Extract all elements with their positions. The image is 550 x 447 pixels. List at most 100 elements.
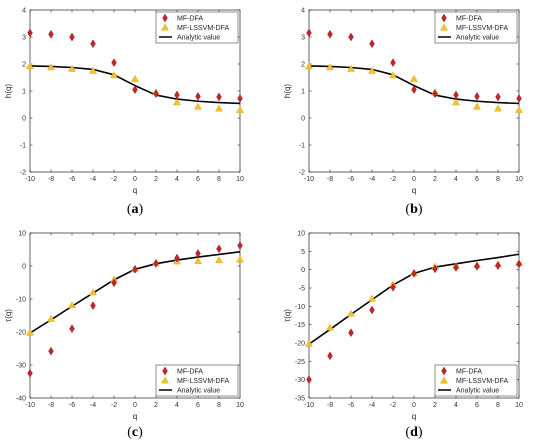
mf-dfa-point (216, 92, 222, 102)
mf-dfa-point (411, 268, 417, 278)
mf-dfa-point (495, 92, 501, 102)
legend: MF-DFA MF-LSSVM-DFA Analytic value (434, 11, 518, 44)
mf-dfa-point (306, 28, 312, 38)
y-tick-label: 5 (301, 249, 305, 256)
legend-marker-diamond (162, 13, 168, 23)
mf-lssvm-dfa-point (68, 301, 76, 309)
mf-dfa-point (69, 32, 75, 42)
mf-lssvm-dfa-point (368, 294, 376, 302)
x-tick-label: 4 (454, 402, 458, 409)
x-tick-label: -6 (69, 176, 75, 183)
mf-lssvm-dfa-point (389, 71, 397, 79)
chart-panel: -10 -8 -6 -4 -2 0 2 4 6 8 10-40-30-20-10010qτ(q)MF… (4, 231, 244, 441)
x-tick-label: 10 (515, 176, 523, 183)
y-tick-label: 0 (301, 116, 305, 123)
mf-lssvm-dfa-point (368, 66, 376, 74)
mf-dfa-point (432, 264, 438, 274)
x-tick-label: 6 (196, 176, 200, 183)
y-tick-label: -2 (20, 170, 26, 177)
x-tick-label: -8 (327, 402, 333, 409)
legend-label: Analytic value (177, 35, 220, 42)
mf-lssvm-dfa-point (347, 309, 355, 317)
mf-dfa-point (495, 261, 501, 271)
y-tick-label: 2 (301, 62, 305, 69)
mf-lssvm-dfa-point (194, 257, 202, 264)
mf-dfa-point (390, 58, 396, 68)
legend-marker-triangle (161, 23, 169, 31)
y-axis-label: τ(q) (283, 309, 292, 322)
mf-dfa-point (432, 89, 438, 99)
legend-label: MF-LSSVM-DFA (177, 378, 229, 385)
y-tick-label: -1 (299, 143, 305, 150)
mf-dfa-point (516, 259, 522, 269)
mf-lssvm-dfa-point (347, 64, 355, 72)
legend-marker-triangle (440, 23, 448, 31)
mf-dfa-point (69, 324, 75, 334)
x-tick-label: 8 (496, 176, 500, 183)
x-tick-label: -6 (348, 402, 354, 409)
mf-lssvm-dfa-point (452, 98, 460, 106)
x-axis-label: q (133, 186, 137, 195)
y-tick-label: -2 (299, 170, 305, 177)
mf-lssvm-dfa-point (110, 71, 118, 79)
y-tick-label: -20 (16, 330, 26, 337)
mf-lssvm-dfa-point (236, 105, 244, 113)
panel-caption: (d) (405, 425, 422, 440)
x-tick-label: -6 (69, 402, 75, 409)
chart-panel: -10 -8 -6 -4 -2 0 2 4 6 8 10-2-101234qh(q)MF-DFAMF… (4, 8, 244, 218)
mf-dfa-point (153, 258, 159, 268)
x-tick-label: -4 (90, 402, 96, 409)
mf-lssvm-dfa-point (47, 314, 55, 322)
mf-dfa-point (48, 29, 54, 39)
x-tick-label: 10 (515, 402, 523, 409)
mf-dfa-point (153, 89, 159, 99)
mf-dfa-point (348, 328, 354, 338)
x-tick-label: 6 (475, 176, 479, 183)
mf-lssvm-dfa-point (326, 63, 334, 71)
legend-label: MF-LSSVM-DFA (177, 25, 229, 32)
y-tick-label: -5 (299, 286, 305, 293)
x-tick-label: 10 (236, 402, 244, 409)
y-tick-label: 4 (22, 8, 26, 15)
mf-lssvm-dfa-point (215, 256, 223, 263)
x-axis-label: q (412, 412, 416, 421)
x-tick-label: -2 (111, 402, 117, 409)
x-axis-label: q (133, 412, 137, 421)
y-tick-label: 2 (22, 62, 26, 69)
legend-label: Analytic value (177, 388, 220, 395)
legend-box (434, 11, 518, 44)
y-tick-label: -40 (16, 396, 26, 403)
y-tick-label: 3 (301, 35, 305, 42)
y-tick-label: -30 (295, 377, 305, 384)
panel-caption: (a) (127, 202, 144, 217)
mf-dfa-point (132, 264, 138, 274)
legend-marker-diamond (162, 366, 168, 376)
mf-lssvm-dfa-point (515, 105, 523, 113)
mf-dfa-point (348, 32, 354, 42)
x-tick-label: -4 (90, 176, 96, 183)
legend-label: MF-DFA (456, 369, 482, 376)
x-axis-label: q (412, 186, 416, 195)
x-tick-label: 0 (133, 176, 137, 183)
x-tick-label: -2 (390, 176, 396, 183)
mf-lssvm-dfa-point (26, 328, 34, 336)
mf-dfa-point (27, 28, 33, 38)
x-tick-label: -8 (48, 176, 54, 183)
x-tick-label: 0 (412, 176, 416, 183)
x-tick-label: -10 (25, 402, 35, 409)
x-tick-label: -2 (111, 176, 117, 183)
legend-label: MF-LSSVM-DFA (456, 378, 508, 385)
mf-dfa-point (111, 58, 117, 68)
legend-label: MF-DFA (456, 16, 482, 23)
mf-dfa-point (174, 253, 180, 263)
mf-lssvm-dfa-point (173, 98, 181, 106)
legend-label: MF-LSSVM-DFA (456, 25, 508, 32)
legend-box (155, 11, 239, 44)
x-tick-label: -10 (25, 176, 35, 183)
y-tick-label: -25 (295, 359, 305, 366)
legend-box (155, 364, 239, 397)
mf-lssvm-dfa-point (494, 104, 502, 112)
mf-dfa-point (174, 90, 180, 100)
mf-dfa-point (453, 263, 459, 272)
legend-box (434, 364, 518, 397)
